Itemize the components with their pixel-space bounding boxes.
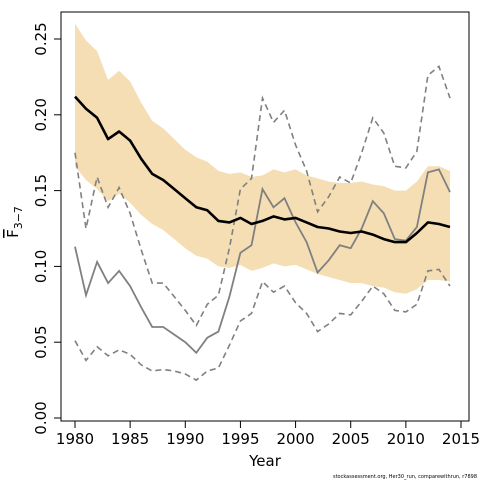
y-tick-label: 0.00 [32, 401, 50, 434]
x-tick-label: 2005 [332, 430, 370, 448]
y-axis-title: F3−7 [4, 206, 25, 238]
x-axis-title: Year [248, 452, 282, 470]
x-tick-label: 1985 [111, 430, 149, 448]
confidence-band [75, 23, 450, 294]
y-tick-label: 0.25 [32, 22, 50, 55]
svg-text:F3−7: F3−7 [4, 206, 25, 238]
x-tick-label: 1995 [221, 430, 259, 448]
axes: 1980 1985 1990 1995 2000 2005 2010 2015 0.00 0.05… [32, 22, 480, 448]
x-tick-label: 1990 [166, 430, 204, 448]
plot-area [74, 23, 451, 382]
y-axis-title-subscript: 3−7 [12, 206, 25, 229]
y-tick-label: 0.20 [32, 98, 50, 131]
y-tick-label: 0.10 [32, 250, 50, 283]
x-tick-label: 2015 [442, 430, 480, 448]
footnote: stockassessment.org, Her30_run, comparew… [333, 474, 477, 480]
estimate-line [74, 95, 451, 244]
x-tick-label: 1980 [56, 430, 94, 448]
comparison-estimate-line [74, 168, 451, 355]
y-tick-label: 0.05 [32, 325, 50, 358]
plot-frame [60, 11, 470, 422]
y-axis-title-main: F [4, 229, 22, 238]
y-tick-label: 0.15 [32, 174, 50, 207]
x-tick-label: 2010 [387, 430, 425, 448]
comparison-upper-bound-line [74, 64, 451, 328]
x-tick-label: 2000 [276, 430, 314, 448]
